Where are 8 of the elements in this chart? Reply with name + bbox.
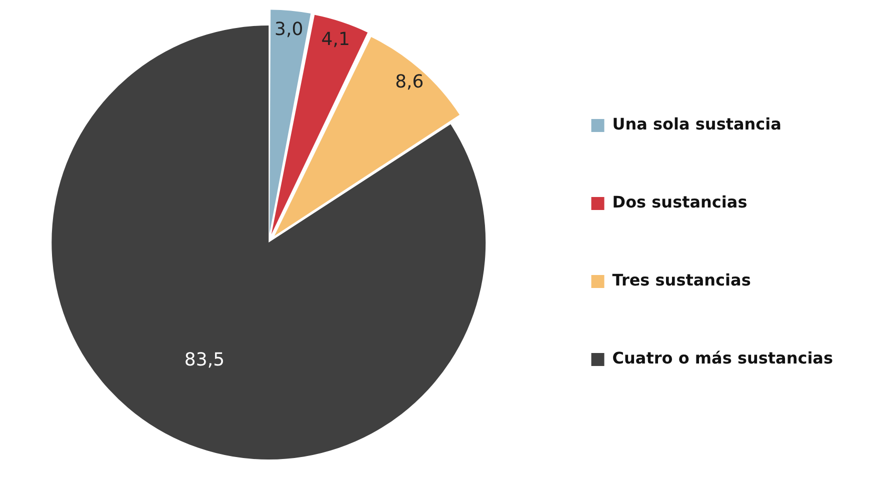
data-label: 8,6 [395,71,424,92]
legend-label: Tres sustancias [612,270,751,290]
legend-label: Dos sustancias [612,192,748,212]
data-label: 4,1 [321,29,350,50]
data-label: 3,0 [274,19,304,40]
legend-label: Cuatro o más sustancias [612,348,833,368]
legend-label: Una sola sustancia [612,114,782,134]
data-label: 83,5 [184,349,225,370]
